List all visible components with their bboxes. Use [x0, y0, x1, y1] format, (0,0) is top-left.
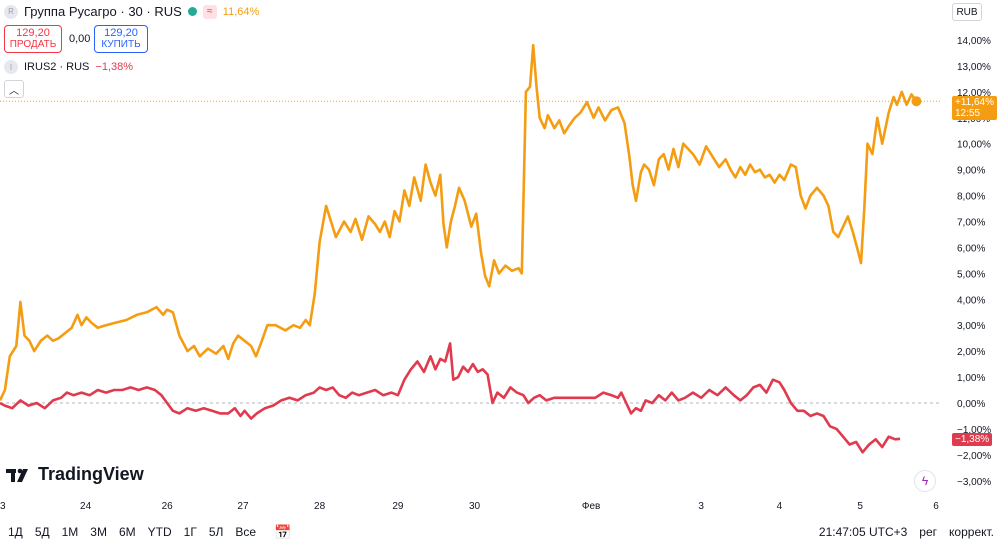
y-tick-label: 6,00% [957, 243, 985, 254]
y-tick-label: 13,00% [957, 62, 991, 73]
adjust-toggle[interactable]: коррект. [949, 525, 994, 539]
y-tick-label: −2,00% [957, 451, 991, 462]
y-tick-label: 9,00% [957, 166, 985, 177]
sell-price: 129,20 [16, 27, 50, 39]
chart-series [0, 43, 922, 454]
chart-grid [0, 100, 942, 404]
x-tick-label: Фев [582, 501, 600, 512]
x-tick-label: 6 [933, 501, 939, 512]
y-tick-label: 5,00% [957, 269, 985, 280]
timeframe-5[interactable]: YTD [147, 525, 172, 539]
status-bar: 21:47:05 UTC+3 рег коррект. [819, 520, 994, 544]
date-range-icon[interactable]: 📅 [274, 523, 292, 540]
x-tick-label: 3 [698, 501, 704, 512]
x-tick-label: 24 [80, 501, 92, 512]
y-tick-label: 3,00% [957, 321, 985, 332]
logo-text: TradingView [38, 464, 144, 484]
compare-logo-icon: I [4, 60, 18, 74]
x-tick-label: 30 [469, 501, 481, 512]
timeframe-1[interactable]: 5Д [34, 525, 50, 539]
main-price-tag-value: +11,64% [955, 97, 995, 108]
x-tick-label: 5 [857, 501, 863, 512]
y-tick-label: 12,00% [957, 88, 991, 99]
y-tick-label: 2,00% [957, 347, 985, 358]
session-toggle[interactable]: рег [919, 525, 938, 539]
series-line-0 [0, 43, 918, 401]
bolt-button[interactable]: ϟ [914, 470, 936, 492]
clock-time[interactable]: 21:47:05 UTC+3 [818, 525, 908, 539]
main-symbol-legend[interactable]: R Группа Русагро · 30 · RUS ≈ 11,64% [4, 4, 259, 19]
lightning-icon: ϟ [921, 474, 929, 488]
x-axis: 23 24 26 27 28 29 30 Фев 3 4 5 6 [0, 501, 939, 512]
tradingview-logo-icon [6, 468, 28, 482]
x-tick-label: 23 [0, 501, 6, 512]
y-tick-label: 8,00% [957, 192, 985, 203]
y-tick-label: −1,00% [957, 425, 991, 436]
y-tick-label: 4,00% [957, 295, 985, 306]
timeframe-0[interactable]: 1Д [8, 525, 23, 539]
buy-price: 129,20 [104, 27, 138, 39]
spread-value: 0,00 [69, 33, 91, 45]
x-tick-label: 26 [162, 501, 174, 512]
timeframe-7[interactable]: 5Л [208, 525, 224, 539]
tradingview-logo: TradingView [6, 464, 144, 485]
symbol-logo-icon: R [4, 4, 18, 19]
symbol-change: 11,64% [222, 5, 260, 18]
compare-symbol: IRUS2 · RUS [24, 61, 90, 73]
timeframe-4[interactable]: 6М [118, 525, 136, 539]
buy-label: КУПИТЬ [101, 39, 141, 50]
sell-label: ПРОДАТЬ [9, 39, 57, 50]
timeframe-3[interactable]: 3М [90, 525, 107, 539]
x-tick-label: 4 [777, 501, 783, 512]
x-tick-label: 28 [314, 501, 326, 512]
y-tick-label: 14,00% [957, 36, 991, 47]
x-tick-label: 27 [237, 501, 249, 512]
main-price-tag: +11,64% 12:55 [952, 96, 998, 120]
main-price-tag-time: 12:55 [955, 108, 981, 119]
y-tick-label: 10,00% [957, 140, 991, 151]
timeframe-8[interactable]: Все [235, 525, 257, 539]
last-point-marker [911, 96, 922, 107]
compare-change: −1,38% [95, 61, 134, 73]
series-line-1 [0, 342, 901, 454]
compare-symbol-legend[interactable]: I IRUS2 · RUS −1,38% [4, 60, 133, 74]
y-tick-label: 7,00% [957, 218, 985, 229]
timeframe-2[interactable]: 1М [61, 525, 79, 539]
collapse-legend-button[interactable]: ︿ [4, 80, 24, 98]
delay-wave-icon: ≈ [202, 4, 217, 19]
timeframe-bar: 1Д 5Д 1М 3М 6М YTD 1Г 5Л Все 📅 [0, 520, 1000, 544]
y-tick-label: −3,00% [957, 477, 991, 488]
chevron-up-icon: ︿ [9, 85, 19, 97]
timeframe-list: 1Д 5Д 1М 3М 6М YTD 1Г 5Л Все [0, 525, 262, 539]
sell-button[interactable]: 129,20 ПРОДАТЬ [4, 25, 62, 53]
timeframe-6[interactable]: 1Г [183, 525, 197, 539]
symbol-title: Группа Русагро · 30 · RUS [24, 4, 182, 19]
y-tick-label: 0,00% [957, 399, 985, 410]
x-tick-label: 29 [392, 501, 404, 512]
market-open-icon [187, 7, 197, 16]
y-tick-label: 1,00% [957, 373, 985, 384]
buy-button[interactable]: 129,20 КУПИТЬ [94, 25, 148, 53]
compare-price-tag: −1,38% [952, 433, 993, 446]
currency-selector[interactable]: RUB [952, 3, 982, 21]
